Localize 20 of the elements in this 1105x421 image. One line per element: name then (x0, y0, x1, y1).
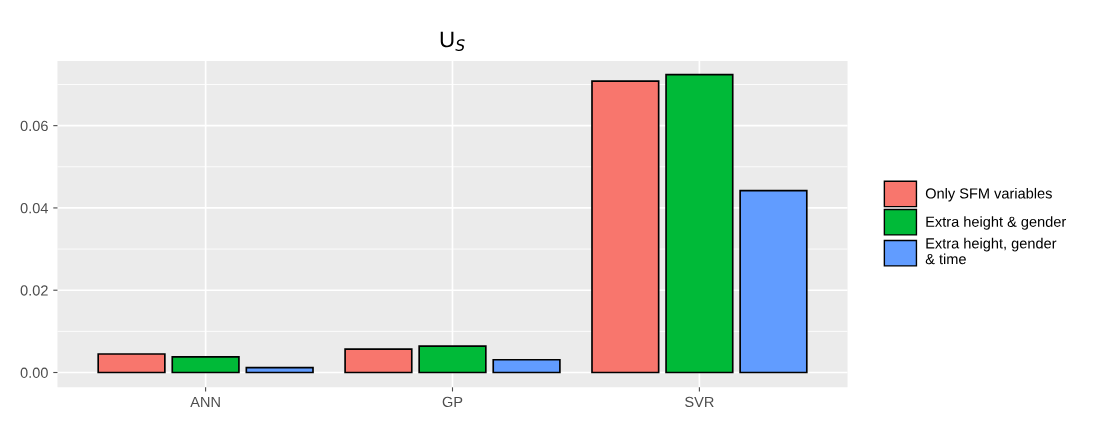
x-tick-label: SVR (685, 396, 714, 408)
legend-label: Extra height & gender (926, 216, 1067, 230)
y-tick-label: 0.02 (20, 285, 48, 296)
y-tick-label: 0.00 (20, 367, 48, 378)
x-tick-label: GP (442, 396, 463, 408)
bar (418, 345, 487, 374)
bar (665, 73, 734, 374)
y-tick-label: 0.06 (20, 120, 48, 132)
legend-label: Only SFM variables (925, 187, 1052, 202)
chart-title: U$_{S}$ (440, 31, 465, 51)
y-tick-label: 0.04 (20, 203, 49, 214)
x-tick-label: ANN (190, 396, 220, 407)
bar (97, 353, 166, 374)
bar (492, 358, 561, 374)
bar (739, 189, 808, 374)
bar (344, 348, 413, 374)
bar (591, 80, 660, 374)
legend-label: Extra height, gender & time (925, 237, 1057, 265)
bar (171, 356, 240, 374)
bar (245, 366, 314, 374)
